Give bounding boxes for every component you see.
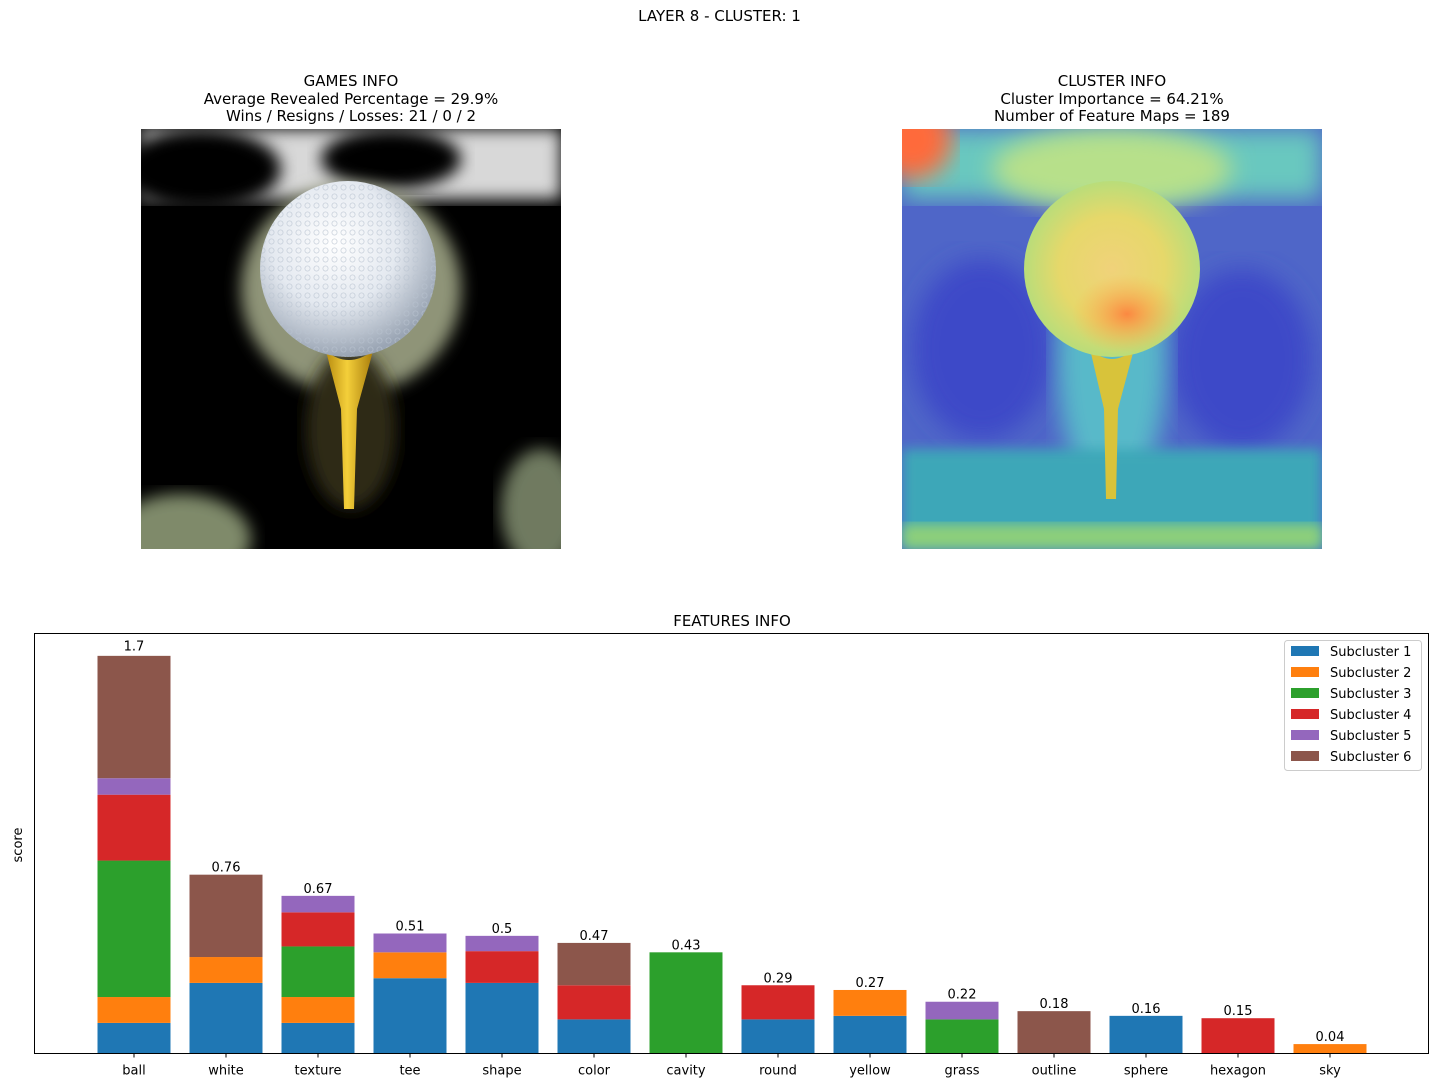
legend-swatch-subcluster-1	[1291, 646, 1319, 656]
x-tick-label-texture: texture	[295, 1064, 342, 1079]
bar-ball-subcluster-4	[97, 794, 171, 861]
bar-cavity-subcluster-3	[649, 952, 723, 1054]
total-label-tee: 0.51	[396, 920, 425, 935]
axes-frame	[34, 633, 1429, 1054]
x-axis-ticks: ball white texture tee shape color cavity round…	[122, 1053, 1341, 1079]
bar-white-subcluster-6	[189, 874, 263, 958]
x-tick-label-sky: sky	[1319, 1064, 1341, 1079]
bar-white-subcluster-2	[189, 957, 263, 983]
x-tick-label-color: color	[578, 1064, 611, 1079]
y-axis-label: score	[11, 828, 26, 863]
total-label-shape: 0.5	[492, 922, 513, 937]
legend-label-subcluster-6: Subcluster 6	[1330, 750, 1411, 765]
bar-grass-subcluster-5	[925, 1001, 999, 1020]
bar-outline-subcluster-6	[1017, 1011, 1091, 1054]
x-tick-label-hexagon: hexagon	[1210, 1064, 1266, 1079]
bar-color-subcluster-6	[557, 942, 631, 986]
bar-ball-subcluster-5	[97, 778, 171, 795]
bar-texture-subcluster-4	[281, 912, 355, 947]
bar-color-subcluster-4	[557, 985, 631, 1020]
bar-shape-subcluster-1	[465, 982, 539, 1054]
cluster-importance-text: Cluster Importance = 64.21%	[1000, 89, 1224, 108]
x-tick-label-cavity: cavity	[666, 1064, 706, 1079]
total-label-sphere: 0.16	[1132, 1002, 1161, 1017]
total-label-color: 0.47	[580, 929, 609, 944]
legend-swatch-subcluster-4	[1291, 709, 1319, 719]
bar-shape-subcluster-5	[465, 935, 539, 952]
bar-sky-subcluster-2	[1293, 1044, 1367, 1054]
legend-label-subcluster-4: Subcluster 4	[1330, 708, 1411, 723]
bar-round-subcluster-1	[741, 1019, 815, 1054]
x-tick-label-white: white	[208, 1064, 244, 1079]
record-text: Wins / Resigns / Losses: 21 / 0 / 2	[225, 107, 477, 125]
x-tick-label-grass: grass	[944, 1064, 979, 1079]
bar-color-subcluster-1	[557, 1019, 631, 1054]
total-label-grass: 0.22	[948, 988, 977, 1003]
total-label-round: 0.29	[764, 971, 793, 986]
games-info-title: GAMES INFO Average Revealed Percentage =…	[101, 72, 601, 126]
bar-ball-subcluster-6	[97, 655, 171, 779]
total-label-ball: 1.7	[124, 640, 145, 655]
heatmap-golf-ball-image	[902, 129, 1322, 549]
bar-total-labels: 1.7 0.76 0.67 0.51 0.5 0.47 0.43 0.29 0.27 0.22 0.…	[124, 640, 1345, 1046]
bar-texture-subcluster-5	[281, 895, 355, 913]
x-tick-label-yellow: yellow	[849, 1064, 891, 1079]
bar-white-subcluster-1	[189, 982, 263, 1054]
avg-revealed-text: Average Revealed Percentage = 29.9%	[203, 89, 499, 108]
bar-sphere-subcluster-1	[1109, 1015, 1183, 1054]
legend-label-subcluster-3: Subcluster 3	[1330, 687, 1411, 702]
feature-maps-text: Number of Feature Maps = 189	[994, 107, 1230, 125]
bar-hexagon-subcluster-4	[1201, 1018, 1275, 1054]
bar-tee-subcluster-2	[373, 952, 447, 979]
legend-label-subcluster-1: Subcluster 1	[1330, 645, 1411, 660]
total-label-outline: 0.18	[1040, 997, 1069, 1012]
legend-swatch-subcluster-3	[1291, 688, 1319, 698]
bar-shape-subcluster-4	[465, 951, 539, 983]
legend-swatch-subcluster-6	[1291, 751, 1319, 761]
masked-golf-ball-image	[141, 129, 561, 549]
games-info-heading: GAMES INFO	[303, 72, 399, 90]
x-tick-label-sphere: sphere	[1124, 1064, 1168, 1079]
bar-yellow-subcluster-2	[833, 989, 907, 1016]
bar-round-subcluster-4	[741, 985, 815, 1020]
bar-tee-subcluster-5	[373, 933, 447, 953]
legend-swatch-subcluster-5	[1291, 730, 1319, 740]
x-tick-label-round: round	[759, 1064, 797, 1079]
legend-label-subcluster-5: Subcluster 5	[1330, 729, 1411, 744]
x-tick-label-shape: shape	[482, 1064, 521, 1079]
total-label-cavity: 0.43	[672, 938, 701, 953]
x-tick-label-tee: tee	[399, 1064, 420, 1079]
total-label-hexagon: 0.15	[1224, 1004, 1253, 1019]
legend: Subcluster 1 Subcluster 2 Subcluster 3 Subc…	[1284, 640, 1422, 771]
legend-label-subcluster-2: Subcluster 2	[1330, 666, 1411, 681]
total-label-sky: 0.04	[1316, 1030, 1345, 1045]
bar-yellow-subcluster-1	[833, 1015, 907, 1054]
bar-ball-subcluster-2	[97, 997, 171, 1023]
legend-swatch-subcluster-2	[1291, 667, 1319, 677]
bar-texture-subcluster-1	[281, 1022, 355, 1054]
x-tick-label-ball: ball	[122, 1064, 145, 1079]
total-label-yellow: 0.27	[856, 976, 885, 991]
cluster-info-title: CLUSTER INFO Cluster Importance = 64.21%…	[862, 72, 1362, 126]
bars-group	[97, 655, 1367, 1054]
cluster-info-heading: CLUSTER INFO	[1057, 72, 1167, 90]
bar-ball-subcluster-1	[97, 1022, 171, 1054]
bar-texture-subcluster-2	[281, 997, 355, 1023]
bar-texture-subcluster-3	[281, 946, 355, 998]
bar-tee-subcluster-1	[373, 978, 447, 1054]
x-tick-label-outline: outline	[1032, 1064, 1077, 1079]
total-label-white: 0.76	[212, 861, 241, 876]
total-label-texture: 0.67	[304, 882, 333, 897]
figure-title: LAYER 8 - CLUSTER: 1	[638, 7, 801, 25]
bar-ball-subcluster-3	[97, 860, 171, 998]
bar-grass-subcluster-3	[925, 1019, 999, 1054]
chart-title: FEATURES INFO	[673, 612, 791, 630]
